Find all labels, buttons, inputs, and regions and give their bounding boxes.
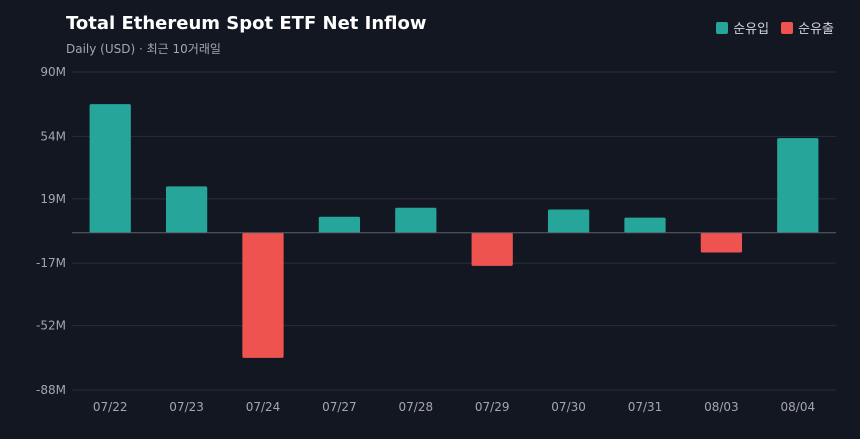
x-tick-label: 07/22 (93, 400, 128, 414)
legend-item-inflow[interactable]: 순유입 (716, 18, 769, 37)
bar[interactable] (547, 209, 590, 233)
bar[interactable] (318, 216, 361, 233)
x-tick-label: 07/23 (169, 400, 204, 414)
y-tick-label: -52M (36, 319, 66, 333)
legend-item-outflow[interactable]: 순유출 (781, 18, 834, 37)
x-tick-label: 07/28 (399, 400, 434, 414)
bar[interactable] (471, 232, 513, 266)
legend-label-inflow: 순유입 (733, 22, 770, 37)
x-tick-label: 07/31 (628, 400, 663, 414)
x-tick-label: 08/03 (704, 400, 739, 414)
bar[interactable] (395, 207, 437, 233)
y-tick-label: 90M (40, 65, 66, 79)
bar[interactable] (242, 232, 284, 358)
legend-label-outflow: 순유출 (798, 22, 834, 37)
x-tick-label: 07/30 (551, 400, 586, 414)
y-tick-label: 19M (40, 192, 66, 206)
legend-swatch-outflow (781, 21, 794, 34)
legend: 순유입 순유출 (716, 18, 834, 37)
chart-title: Total Ethereum Spot ETF Net Inflow (66, 13, 427, 34)
bar[interactable] (165, 186, 208, 233)
x-tick-label: 07/24 (246, 400, 281, 414)
bar[interactable] (624, 217, 666, 233)
y-tick-label: -17M (36, 256, 66, 270)
x-tick-label: 07/27 (322, 400, 357, 414)
legend-swatch-inflow (716, 21, 729, 34)
y-tick-label: -88M (36, 383, 66, 397)
y-tick-label: 54M (40, 129, 66, 143)
bar[interactable] (89, 104, 131, 233)
bar[interactable] (777, 138, 819, 233)
chart-subtitle: Daily (USD) · 최근 10거래일 (66, 42, 221, 56)
x-tick-label: 07/29 (475, 400, 510, 414)
x-tick-label: 08/04 (781, 400, 816, 414)
bar[interactable] (700, 232, 743, 253)
